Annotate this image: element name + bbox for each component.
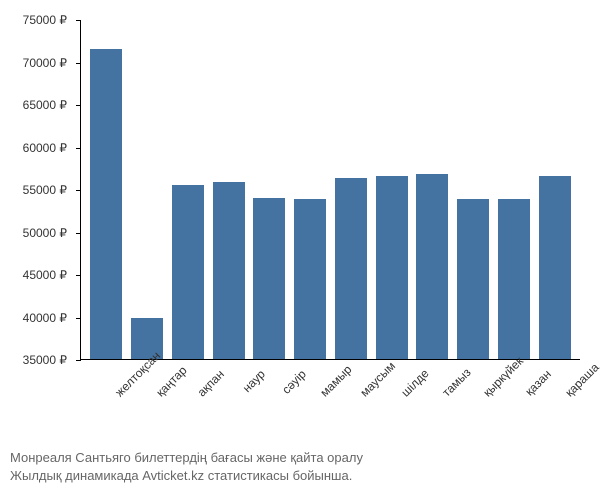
y-tick-label: 50000 ₽ [23,226,67,240]
bar [539,176,571,359]
bar [457,199,489,359]
y-tick-label: 60000 ₽ [23,141,67,155]
y-tick [76,190,81,191]
bar [253,198,285,360]
y-tick-label: 45000 ₽ [23,268,67,282]
bar [335,178,367,359]
y-tick-label: 55000 ₽ [23,183,67,197]
bar [213,182,245,359]
x-tick-label: ақпан [194,367,227,400]
y-tick [76,148,81,149]
y-tick-label: 70000 ₽ [23,56,67,70]
y-tick [76,63,81,64]
bars-container [81,20,580,359]
y-tick-label: 40000 ₽ [23,311,67,325]
bar [90,49,122,359]
y-axis-labels: 35000 ₽40000 ₽45000 ₽50000 ₽55000 ₽60000… [0,20,75,360]
y-tick [76,105,81,106]
x-tick-label: наур [235,367,268,400]
y-tick [76,20,81,21]
x-tick-label: сәуір [276,367,309,400]
bar [172,185,204,359]
y-tick [76,360,81,361]
x-tick-label: шілде [399,367,432,400]
x-tick-label: қаңтар [154,367,187,400]
y-tick-label: 75000 ₽ [23,13,67,27]
y-tick [76,233,81,234]
chart-container: 35000 ₽ 40000 ₽ 45000 ₽ 50000 ₽ 55000 ₽ 60000… [0,0,600,500]
caption: Монреаля Сантьяго билеттердің бағасы жән… [10,449,363,485]
y-tick [76,275,81,276]
caption-line-2: Жылдық динамикада Avticket.kz статистика… [10,467,363,485]
x-tick-label: қараша [562,367,595,400]
x-tick-label: маусым [358,367,391,400]
x-tick-label: желтоқсан [113,367,146,400]
bar [498,199,530,359]
x-tick-label: қазан [521,367,554,400]
bar [376,176,408,359]
y-tick [76,318,81,319]
x-tick-label: тамыз [439,367,472,400]
y-tick-label: 65000 ₽ [23,98,67,112]
caption-line-1: Монреаля Сантьяго билеттердің бағасы жән… [10,449,363,467]
y-tick-label: 35000 ₽ [23,353,67,367]
x-tick-label: мамыр [317,367,350,400]
bar [294,199,326,359]
bar [416,174,448,359]
plot-area [80,20,580,360]
x-axis-labels: желтоқсанқаңтарақпаннаурсәуірмамырмаусым… [80,365,580,379]
x-tick-label: қыркүйек [480,367,513,400]
